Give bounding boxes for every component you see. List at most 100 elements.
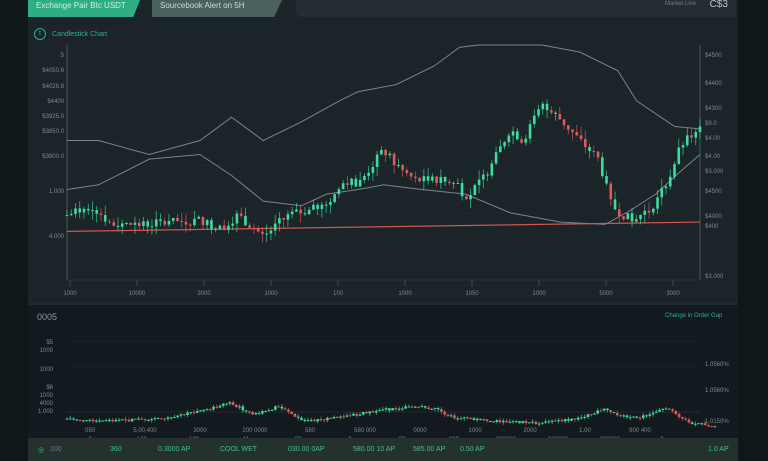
candle-body <box>137 222 141 227</box>
candle-body <box>612 412 616 414</box>
candle-body <box>251 411 254 415</box>
candle-body <box>283 408 287 410</box>
candle-body <box>690 422 694 425</box>
candle-body <box>134 418 137 420</box>
candle-body <box>188 224 192 226</box>
y-tick-label-left: 1.000 <box>49 189 65 195</box>
candle-body <box>154 219 158 227</box>
candle-body <box>505 420 508 423</box>
candle-body <box>329 417 333 419</box>
x-tick-label: 2000 <box>523 428 537 434</box>
candle-body <box>518 421 521 424</box>
candle-body <box>124 419 127 421</box>
candle-body <box>159 219 162 222</box>
candle-body <box>617 209 621 217</box>
candle-body <box>160 418 163 420</box>
candle-body <box>95 210 99 214</box>
x-tick-label: 3000 <box>193 428 207 434</box>
candle-body <box>265 233 268 235</box>
candle-body <box>335 417 339 419</box>
candle-body <box>166 417 170 419</box>
tab-active[interactable]: Exchange Pair Btc USDT <box>28 0 140 17</box>
candle-body <box>65 215 69 217</box>
candle-body <box>98 420 101 422</box>
status-bar: Market Live C$3 <box>296 0 736 17</box>
candle-body <box>78 208 82 213</box>
candle-body <box>189 412 193 414</box>
candle-body <box>583 139 587 148</box>
candle-body <box>609 410 613 413</box>
candle-body <box>65 418 69 420</box>
candle-body <box>384 149 387 156</box>
candle-body <box>645 415 648 417</box>
candle-body <box>320 204 324 209</box>
candle-body <box>143 419 147 421</box>
candle-body <box>95 420 98 422</box>
candle-body <box>264 411 267 413</box>
candle-body <box>544 421 547 423</box>
x-tick-label: 1000 <box>63 291 77 297</box>
y-tick-label-right: 1.0560% <box>705 388 729 394</box>
candle-body <box>332 417 336 419</box>
candle-body <box>208 409 212 411</box>
candle-body <box>309 419 313 421</box>
candle-body <box>274 406 277 410</box>
candle-body <box>651 412 655 415</box>
candle-body <box>648 414 652 416</box>
candle-body <box>192 412 196 414</box>
candle-body <box>414 406 417 408</box>
candle-body <box>508 421 512 423</box>
candle-body <box>316 419 320 422</box>
footer-item: 585.00 AP <box>413 446 446 453</box>
candle-body <box>401 408 404 410</box>
candle-body <box>635 416 639 418</box>
x-tick-label: 5000 <box>599 291 613 297</box>
candle-body <box>252 227 256 229</box>
x-tick-label: 200 0000 <box>242 428 268 434</box>
tab-second[interactable]: Sourcebook Alert on 5H <box>152 0 282 17</box>
candle-body <box>117 419 121 421</box>
x-tick-label: 1000 <box>532 291 546 297</box>
candle-body <box>697 423 700 425</box>
candle-body <box>449 415 453 417</box>
candle-body <box>528 422 531 424</box>
candle-body <box>326 417 329 421</box>
candle-body <box>700 423 704 425</box>
candle-body <box>684 418 687 420</box>
candle-body <box>567 125 570 130</box>
candle-body <box>490 163 494 176</box>
x-tick-label: 1000 <box>264 291 278 297</box>
x-tick-label: 0000 <box>413 428 427 434</box>
candle-body <box>622 415 626 417</box>
candle-body <box>622 216 625 220</box>
candle-body <box>626 213 630 220</box>
candle-body <box>698 126 702 132</box>
candle-body <box>329 202 332 205</box>
candle-body <box>703 423 707 426</box>
candle-body <box>430 408 433 410</box>
candle-body <box>541 422 544 424</box>
candle-body <box>74 208 77 215</box>
candle-body <box>363 175 366 180</box>
candle-body <box>593 413 596 415</box>
candle-body <box>459 418 463 420</box>
candle-body <box>78 419 82 421</box>
candle-body <box>267 410 271 412</box>
x-tick-label: 100 <box>333 291 344 297</box>
candle-body <box>516 131 519 140</box>
candle-body <box>570 418 573 421</box>
x-tick-label: 1000 <box>398 291 412 297</box>
candle-body <box>280 406 284 409</box>
candle-body <box>498 420 502 423</box>
candle-body <box>210 220 213 230</box>
candle-body <box>628 417 632 419</box>
candle-body <box>277 406 280 408</box>
candle-body <box>418 177 421 182</box>
candle-body <box>72 418 75 420</box>
candle-body <box>86 208 90 211</box>
candle-body <box>350 178 353 185</box>
candle-body <box>494 152 498 164</box>
footer-item: 360 <box>110 446 122 453</box>
settings-icon[interactable]: ◎ <box>38 447 45 454</box>
